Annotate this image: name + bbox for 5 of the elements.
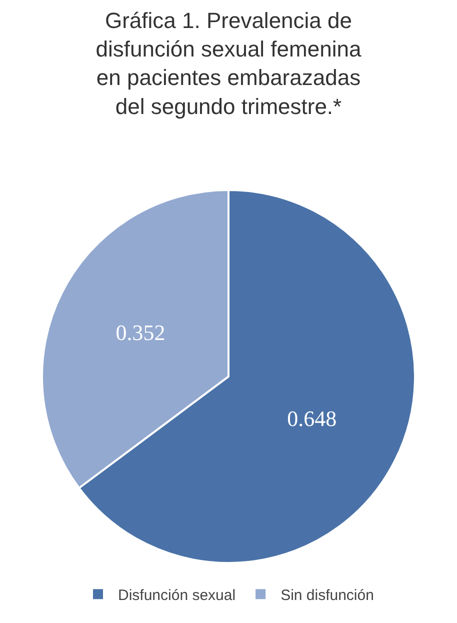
legend-label: Disfunción sexual [118, 587, 236, 604]
legend-label: Sin disfunción [280, 587, 374, 604]
data-label: 0.352 [116, 320, 166, 345]
data-label: 0.648 [287, 406, 337, 431]
chart-title: Gráfica 1. Prevalencia de disfunción sexual femenina en pacientes embarazadas del segundo trimestre.* [96, 8, 362, 119]
